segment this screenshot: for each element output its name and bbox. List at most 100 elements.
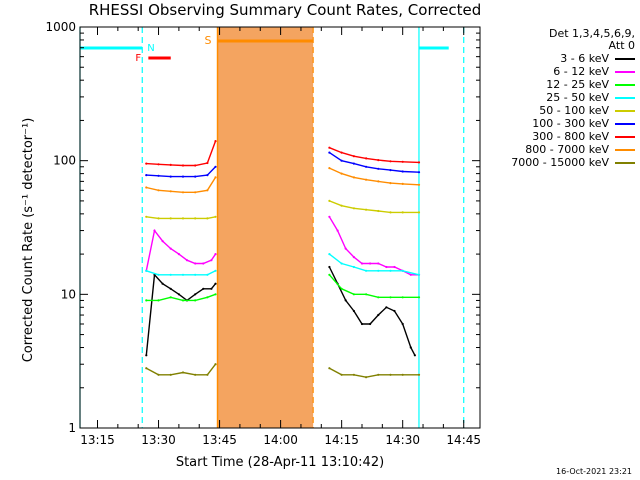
legend-entry: 12 - 25 keV: [483, 78, 635, 91]
saa-label: S: [205, 34, 212, 47]
x-axis-label: Start Time (28-Apr-11 13:10:42): [175, 455, 385, 470]
data-point: [401, 211, 404, 214]
data-point: [194, 191, 197, 194]
data-point: [401, 182, 404, 185]
data-point: [157, 163, 160, 166]
legend-entry: 25 - 50 keV: [483, 91, 635, 104]
data-point: [417, 171, 421, 174]
flare-label: F: [135, 53, 141, 64]
series-line-1-0: [145, 228, 217, 271]
data-point: [401, 269, 404, 272]
series-line-2-1: [328, 274, 419, 298]
x-tick-label: 14:45: [446, 433, 481, 447]
data-point: [393, 309, 396, 313]
data-point: [344, 247, 347, 250]
data-point: [365, 376, 368, 379]
data-point: [214, 165, 217, 168]
data-point: [202, 287, 205, 290]
data-point: [360, 322, 364, 326]
data-point: [206, 174, 209, 177]
data-point: [157, 373, 160, 376]
series-curves: [145, 140, 421, 379]
data-point: [344, 299, 347, 302]
data-point: [194, 273, 197, 276]
data-point: [169, 273, 172, 276]
data-point: [169, 373, 172, 376]
data-point: [161, 282, 164, 285]
data-point: [352, 155, 355, 158]
data-point: [181, 164, 185, 167]
data-point: [377, 296, 380, 299]
y-tick-label: 1000: [45, 20, 76, 34]
data-point: [328, 199, 331, 202]
data-point: [214, 282, 217, 285]
data-point: [194, 373, 197, 376]
data-point: [214, 293, 217, 296]
data-point: [365, 269, 368, 272]
legend-swatch: [615, 148, 635, 151]
data-point: [401, 170, 404, 173]
data-point: [181, 299, 185, 302]
series-line-0-0: [145, 273, 217, 356]
data-point: [169, 163, 172, 166]
data-point: [214, 363, 217, 366]
data-point: [194, 217, 197, 220]
data-point: [377, 313, 380, 317]
data-point: [385, 306, 388, 309]
data-point: [389, 269, 392, 272]
x-tick-label: 14:15: [324, 433, 359, 447]
data-point: [389, 160, 392, 163]
data-point: [340, 373, 343, 376]
data-point: [157, 299, 160, 302]
legend-label: 12 - 25 keV: [546, 78, 609, 91]
night-label: N: [147, 43, 154, 54]
data-point: [360, 262, 364, 265]
legend: Det 1,3,4,5,6,9, Att 0 3 - 6 keV 6 - 12 k…: [483, 28, 635, 169]
data-point: [181, 371, 185, 374]
data-point: [340, 204, 343, 207]
legend-entry: 3 - 6 keV: [483, 52, 635, 65]
data-point: [214, 140, 217, 143]
data-point: [352, 256, 355, 259]
legend-header-line-1: Det 1,3,4,5,6,9,: [548, 27, 635, 40]
data-point: [181, 217, 185, 220]
legend-swatch: [615, 109, 635, 112]
data-point: [194, 262, 197, 265]
x-tick-label: 13:15: [80, 433, 115, 447]
data-point: [194, 299, 197, 302]
axis-frame: [79, 26, 481, 429]
data-point: [206, 217, 209, 220]
event-regions: S NF: [79, 27, 465, 428]
legend-swatch: [615, 83, 635, 86]
data-point: [385, 265, 388, 269]
data-point: [214, 176, 217, 179]
legend-swatch: [615, 96, 635, 99]
legend-entry: 7000 - 15000 keV: [483, 156, 635, 169]
legend-swatch: [615, 135, 635, 138]
data-point: [145, 174, 148, 177]
data-point: [336, 229, 339, 232]
data-point: [365, 165, 368, 168]
data-point: [328, 146, 331, 149]
data-point: [340, 151, 343, 154]
data-point: [328, 367, 331, 370]
series-line-0-1: [328, 266, 416, 356]
data-point: [369, 322, 372, 326]
x-tick-label: 13:45: [202, 433, 237, 447]
timestamp-label: 16-Oct-2021 23:21: [556, 467, 632, 476]
data-point: [393, 265, 396, 269]
x-tick-label: 13:30: [141, 433, 176, 447]
data-point: [328, 151, 331, 154]
data-point: [153, 229, 156, 232]
data-point: [401, 373, 404, 376]
data-point: [417, 373, 421, 376]
x-tick-label: 14:00: [263, 433, 298, 447]
data-point: [409, 346, 412, 349]
legend-swatch: [615, 161, 635, 164]
data-point: [206, 161, 209, 165]
data-point: [194, 175, 197, 178]
data-point: [352, 373, 355, 376]
series-line-6-1: [329, 147, 420, 164]
data-point: [365, 178, 368, 181]
